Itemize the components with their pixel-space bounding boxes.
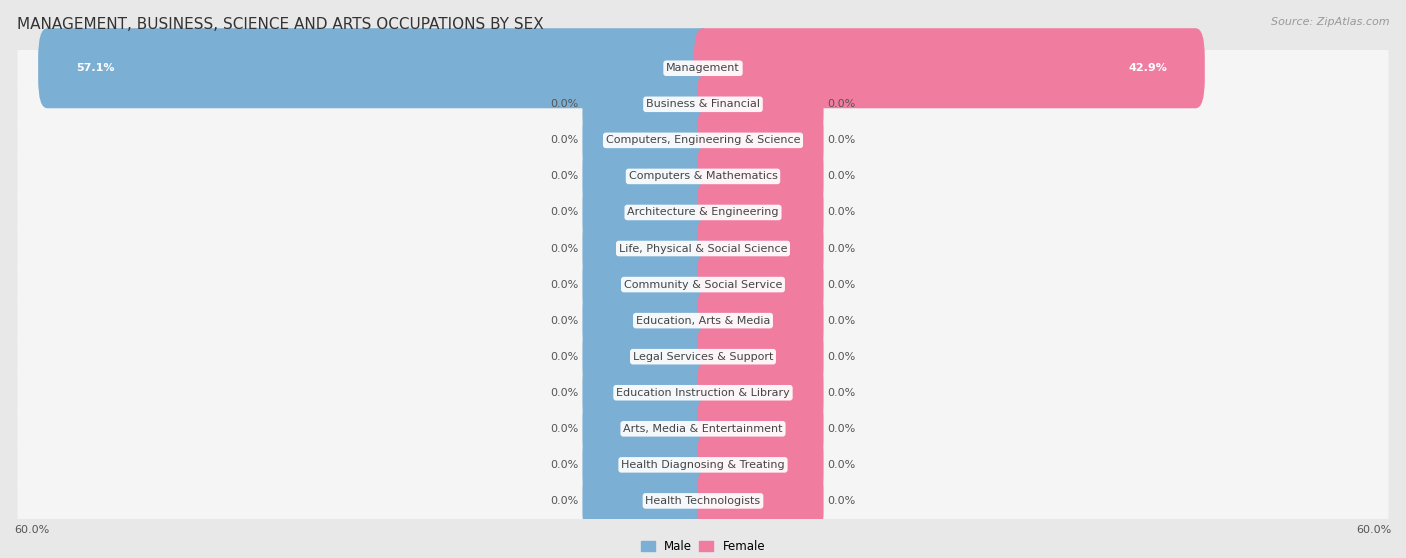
Text: 60.0%: 60.0%	[14, 526, 49, 536]
FancyBboxPatch shape	[582, 256, 709, 314]
FancyBboxPatch shape	[582, 147, 709, 205]
FancyBboxPatch shape	[697, 75, 824, 133]
Text: 0.0%: 0.0%	[827, 424, 855, 434]
Text: 0.0%: 0.0%	[551, 243, 579, 253]
Text: Management: Management	[666, 63, 740, 73]
Text: 0.0%: 0.0%	[827, 280, 855, 290]
Text: 0.0%: 0.0%	[551, 171, 579, 181]
Text: Education, Arts & Media: Education, Arts & Media	[636, 316, 770, 326]
FancyBboxPatch shape	[17, 437, 1389, 492]
Text: 0.0%: 0.0%	[827, 136, 855, 145]
FancyBboxPatch shape	[17, 113, 1389, 168]
Text: Architecture & Engineering: Architecture & Engineering	[627, 208, 779, 218]
FancyBboxPatch shape	[17, 294, 1389, 348]
FancyBboxPatch shape	[697, 183, 824, 242]
Text: Computers, Engineering & Science: Computers, Engineering & Science	[606, 136, 800, 145]
Text: Arts, Media & Entertainment: Arts, Media & Entertainment	[623, 424, 783, 434]
Text: 0.0%: 0.0%	[551, 99, 579, 109]
FancyBboxPatch shape	[693, 28, 1205, 108]
FancyBboxPatch shape	[582, 75, 709, 133]
Text: 0.0%: 0.0%	[827, 460, 855, 470]
Text: Community & Social Service: Community & Social Service	[624, 280, 782, 290]
FancyBboxPatch shape	[697, 147, 824, 205]
Text: 60.0%: 60.0%	[1357, 526, 1392, 536]
FancyBboxPatch shape	[582, 436, 709, 494]
Text: Legal Services & Support: Legal Services & Support	[633, 352, 773, 362]
FancyBboxPatch shape	[697, 400, 824, 458]
Text: 0.0%: 0.0%	[551, 496, 579, 506]
FancyBboxPatch shape	[697, 111, 824, 170]
Text: 0.0%: 0.0%	[551, 280, 579, 290]
Text: 0.0%: 0.0%	[551, 352, 579, 362]
Text: 0.0%: 0.0%	[827, 388, 855, 398]
Text: 0.0%: 0.0%	[827, 316, 855, 326]
Text: 42.9%: 42.9%	[1128, 63, 1167, 73]
Text: 0.0%: 0.0%	[551, 424, 579, 434]
FancyBboxPatch shape	[17, 185, 1389, 240]
Text: 0.0%: 0.0%	[827, 208, 855, 218]
FancyBboxPatch shape	[38, 28, 713, 108]
Text: Health Technologists: Health Technologists	[645, 496, 761, 506]
FancyBboxPatch shape	[582, 364, 709, 422]
Text: Life, Physical & Social Science: Life, Physical & Social Science	[619, 243, 787, 253]
FancyBboxPatch shape	[17, 149, 1389, 204]
FancyBboxPatch shape	[697, 364, 824, 422]
FancyBboxPatch shape	[582, 219, 709, 278]
FancyBboxPatch shape	[17, 77, 1389, 132]
FancyBboxPatch shape	[17, 401, 1389, 456]
FancyBboxPatch shape	[582, 183, 709, 242]
Text: 0.0%: 0.0%	[827, 352, 855, 362]
Text: 0.0%: 0.0%	[827, 99, 855, 109]
Text: 0.0%: 0.0%	[827, 171, 855, 181]
Text: MANAGEMENT, BUSINESS, SCIENCE AND ARTS OCCUPATIONS BY SEX: MANAGEMENT, BUSINESS, SCIENCE AND ARTS O…	[17, 17, 544, 32]
FancyBboxPatch shape	[17, 257, 1389, 312]
Text: 0.0%: 0.0%	[551, 316, 579, 326]
FancyBboxPatch shape	[697, 472, 824, 530]
FancyBboxPatch shape	[17, 474, 1389, 528]
FancyBboxPatch shape	[17, 365, 1389, 420]
Text: 0.0%: 0.0%	[551, 136, 579, 145]
Text: 0.0%: 0.0%	[827, 496, 855, 506]
Text: 0.0%: 0.0%	[551, 460, 579, 470]
FancyBboxPatch shape	[697, 436, 824, 494]
FancyBboxPatch shape	[582, 472, 709, 530]
FancyBboxPatch shape	[582, 400, 709, 458]
FancyBboxPatch shape	[582, 111, 709, 170]
Text: 0.0%: 0.0%	[827, 243, 855, 253]
FancyBboxPatch shape	[582, 291, 709, 350]
FancyBboxPatch shape	[17, 41, 1389, 95]
Text: Source: ZipAtlas.com: Source: ZipAtlas.com	[1271, 17, 1389, 27]
Text: 57.1%: 57.1%	[76, 63, 114, 73]
Text: Health Diagnosing & Treating: Health Diagnosing & Treating	[621, 460, 785, 470]
FancyBboxPatch shape	[697, 256, 824, 314]
Legend: Male, Female: Male, Female	[638, 537, 768, 555]
FancyBboxPatch shape	[697, 328, 824, 386]
Text: Education Instruction & Library: Education Instruction & Library	[616, 388, 790, 398]
Text: Business & Financial: Business & Financial	[645, 99, 761, 109]
Text: Computers & Mathematics: Computers & Mathematics	[628, 171, 778, 181]
Text: 0.0%: 0.0%	[551, 208, 579, 218]
FancyBboxPatch shape	[17, 329, 1389, 384]
Text: 0.0%: 0.0%	[551, 388, 579, 398]
FancyBboxPatch shape	[697, 219, 824, 278]
FancyBboxPatch shape	[697, 291, 824, 350]
FancyBboxPatch shape	[582, 328, 709, 386]
FancyBboxPatch shape	[17, 221, 1389, 276]
